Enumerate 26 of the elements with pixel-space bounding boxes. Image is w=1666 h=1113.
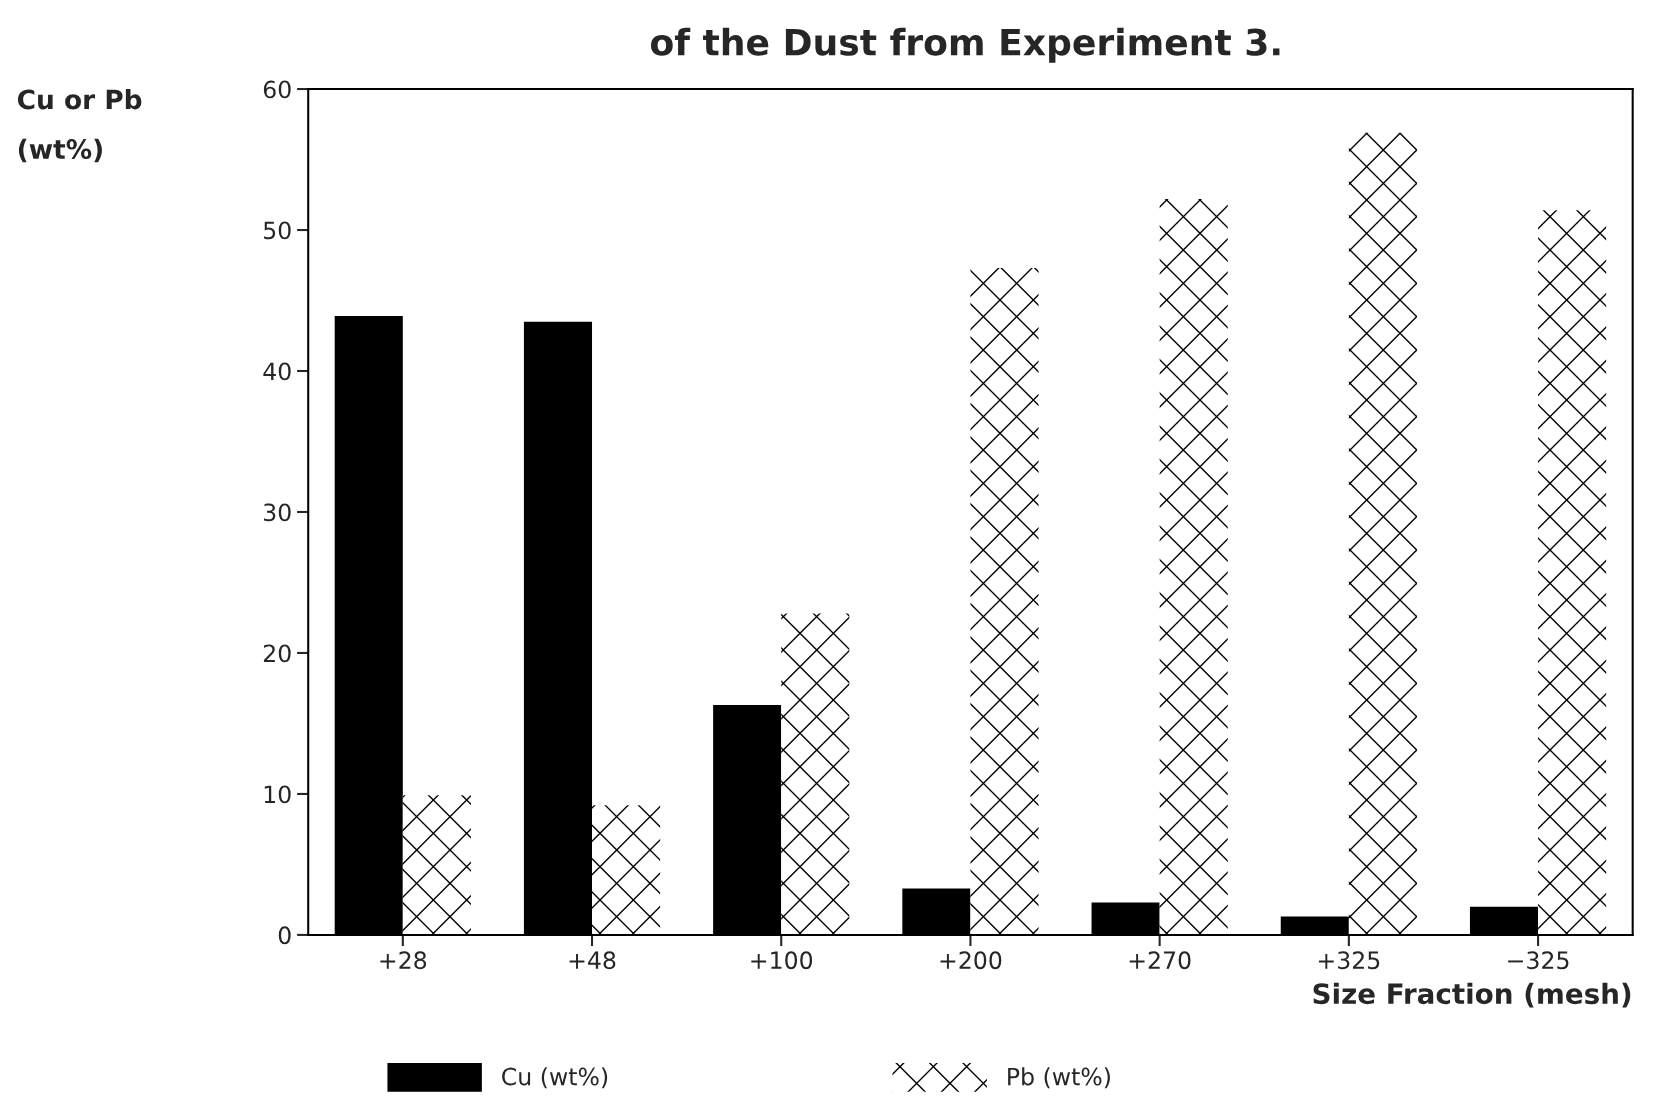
x-tick-label: −325 (1508, 951, 1569, 970)
bar (1159, 199, 1228, 935)
legend-label: Cu (wt%) (502, 1067, 608, 1089)
x-tick-label: +270 (1129, 951, 1191, 970)
y-tick-label: 10 (264, 785, 291, 804)
y-tick-label: 50 (264, 221, 291, 240)
x-axis-title: Size Fraction (mesh) (1313, 982, 1631, 1008)
y-tick-label: 60 (263, 80, 291, 99)
legend-label: Pb (wt%) (1008, 1067, 1110, 1089)
x-tick-label: +100 (751, 951, 813, 970)
bar (781, 613, 850, 935)
y-tick-label: 0 (278, 926, 291, 945)
x-tick-label: +28 (380, 951, 427, 970)
bar (1348, 132, 1417, 935)
y-tick-label: 20 (263, 644, 291, 663)
chart-title: of the Dust from Experiment 3. (651, 27, 1280, 63)
bar (970, 268, 1039, 935)
y-tick-label: 30 (263, 503, 291, 522)
bar (402, 795, 471, 935)
x-tick-label: +200 (940, 951, 1002, 970)
bar (592, 805, 661, 935)
y-tick-label: 40 (263, 362, 291, 381)
x-tick-label: +48 (569, 951, 616, 970)
y-axis-title: Cu or Pb (wt%) (17, 89, 142, 163)
x-tick-label: +325 (1318, 951, 1380, 970)
bar (1538, 210, 1607, 935)
